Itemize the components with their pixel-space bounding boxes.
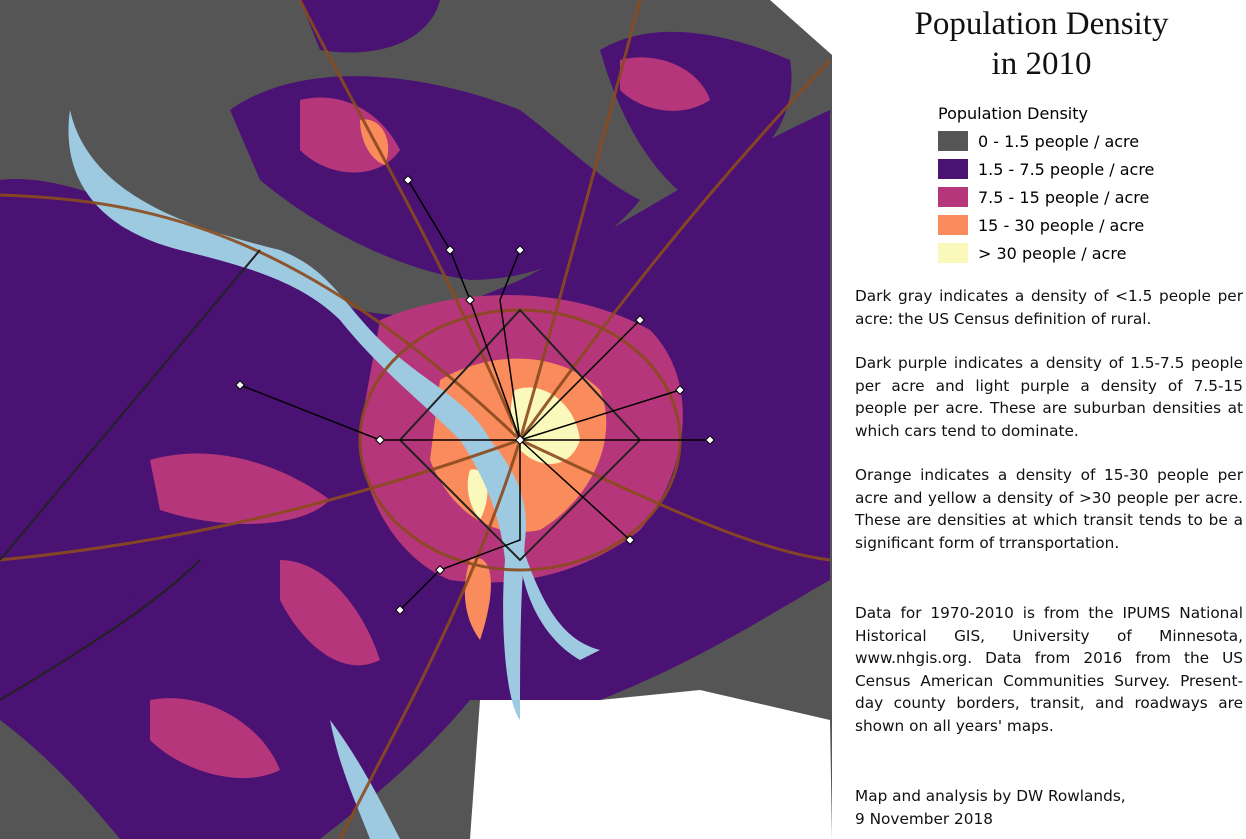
legend: Population Density 0 - 1.5 people / acre… xyxy=(938,104,1243,267)
outside-area xyxy=(770,0,832,55)
title: Population Density in 2010 xyxy=(840,4,1243,84)
credit-line: 9 November 2018 xyxy=(855,809,993,828)
notes: Dark gray indicates a density of <1.5 pe… xyxy=(855,285,1243,737)
legend-label: 7.5 - 15 people / acre xyxy=(978,187,1150,207)
note-paragraph: Dark purple indicates a density of 1.5-7… xyxy=(855,354,1243,440)
legend-label: 0 - 1.5 people / acre xyxy=(978,131,1140,151)
legend-swatch xyxy=(938,215,968,235)
legend-item: > 30 people / acre xyxy=(938,239,1243,267)
metro-stations xyxy=(235,175,715,615)
borders xyxy=(0,249,642,701)
title-line: in 2010 xyxy=(991,46,1092,82)
legend-swatch xyxy=(938,159,968,179)
credit-line: Map and analysis by DW Rowlands, xyxy=(855,787,1126,805)
note-paragraph: Data for 1970-2010 is from the IPUMS Nat… xyxy=(855,604,1243,735)
rivers xyxy=(68,110,600,839)
outside-area xyxy=(470,690,832,839)
legend-label: 1.5 - 7.5 people / acre xyxy=(978,159,1155,179)
legend-label: > 30 people / acre xyxy=(978,243,1127,263)
note-paragraph: Orange indicates a density of 15-30 peop… xyxy=(855,466,1243,552)
title-line: Population Density xyxy=(914,6,1169,42)
legend-title: Population Density xyxy=(938,104,1088,123)
legend-item: 1.5 - 7.5 people / acre xyxy=(938,155,1243,183)
roads xyxy=(0,0,832,839)
map xyxy=(0,0,832,839)
legend-swatch xyxy=(938,187,968,207)
legend-swatch xyxy=(938,131,968,151)
note-paragraph: Dark gray indicates a density of <1.5 pe… xyxy=(855,287,1243,328)
legend-item: 0 - 1.5 people / acre xyxy=(938,127,1243,155)
credit: Map and analysis by DW Rowlands, 9 Novemb… xyxy=(855,785,1243,830)
legend-item: 7.5 - 15 people / acre xyxy=(938,183,1243,211)
legend-label: 15 - 30 people / acre xyxy=(978,215,1145,235)
side-panel: Population Density in 2010 Population Den… xyxy=(840,0,1243,830)
legend-item: 15 - 30 people / acre xyxy=(938,211,1243,239)
legend-swatch xyxy=(938,243,968,263)
